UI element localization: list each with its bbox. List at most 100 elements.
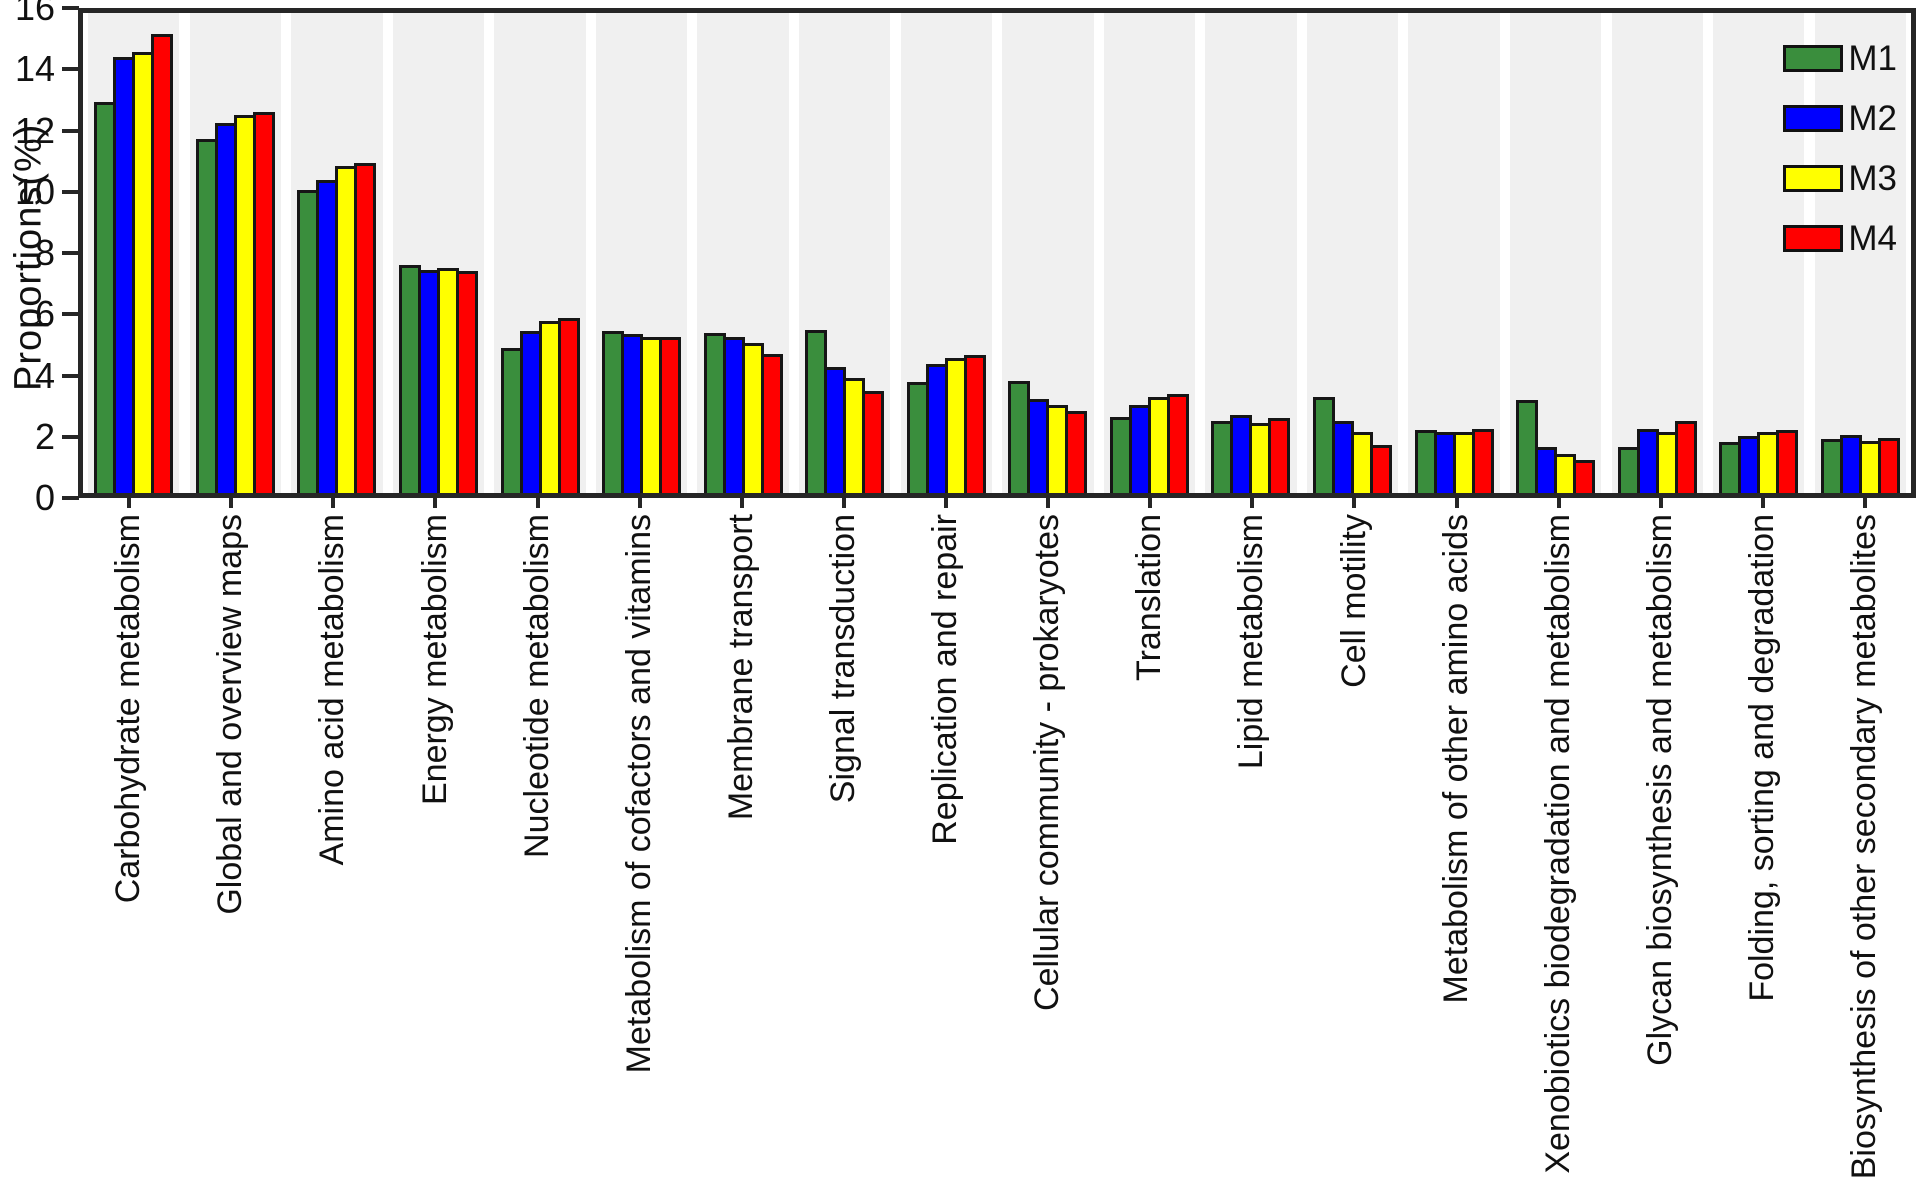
x-axis-label-text: Metabolism of other amino acids bbox=[1436, 514, 1475, 1004]
bar-m4 bbox=[151, 34, 174, 493]
m4-swatch bbox=[1783, 225, 1844, 252]
bar-group bbox=[896, 13, 998, 493]
bar-m4 bbox=[1674, 421, 1697, 493]
y-tick-label: 6 bbox=[34, 293, 55, 335]
y-tick-label: 14 bbox=[14, 48, 55, 90]
bar-m4 bbox=[1573, 460, 1596, 493]
bar-group bbox=[1606, 13, 1708, 493]
x-axis-label: Energy metabolism bbox=[384, 514, 486, 1138]
x-axis-label-text: Global and overview maps bbox=[211, 514, 250, 915]
x-axis-label: Cellular community - prokaryotes bbox=[997, 514, 1099, 1138]
x-axis-label-text: Translation bbox=[1130, 514, 1169, 681]
m3-swatch bbox=[1783, 165, 1844, 192]
bar-m4 bbox=[557, 317, 580, 493]
legend-item-m2: M2 bbox=[1783, 101, 1897, 136]
legend-label-m2: M2 bbox=[1848, 99, 1897, 138]
bar-group bbox=[1505, 13, 1607, 493]
y-tick-mark bbox=[62, 251, 79, 255]
x-axis-label: Biosynthesis of other secondary metaboli… bbox=[1814, 514, 1916, 1179]
x-axis-label: Translation bbox=[1099, 514, 1201, 1138]
x-axis-label: Cell motility bbox=[1303, 514, 1405, 1138]
x-axis-label: Amino acid metabolism bbox=[282, 514, 384, 1138]
bar-groups bbox=[83, 13, 1911, 493]
bar-group bbox=[692, 13, 794, 493]
bar-m4 bbox=[862, 391, 885, 493]
legend-item-m4: M4 bbox=[1783, 221, 1897, 256]
x-axis-label-text: Folding, sorting and degradation bbox=[1742, 514, 1781, 1002]
bar-m4 bbox=[1471, 428, 1494, 493]
bar-group bbox=[83, 13, 185, 493]
x-tick-mark bbox=[1556, 498, 1561, 508]
x-axis-label-text: Biosynthesis of other secondary metaboli… bbox=[1845, 514, 1884, 1179]
group-background-band bbox=[1205, 13, 1297, 493]
bar-group bbox=[794, 13, 896, 493]
bar-group bbox=[997, 13, 1099, 493]
legend-item-m1: M1 bbox=[1783, 41, 1897, 76]
x-tick-mark bbox=[1454, 498, 1459, 508]
bar-m4 bbox=[354, 163, 377, 493]
y-tick-label: 8 bbox=[34, 232, 55, 273]
x-axis-label-text: Cellular community - prokaryotes bbox=[1028, 514, 1067, 1011]
x-tick-mark bbox=[433, 498, 438, 508]
group-background-band bbox=[1814, 13, 1907, 493]
x-axis-label-text: Signal transduction bbox=[823, 514, 862, 804]
x-axis-label: Metabolism of other amino acids bbox=[1405, 514, 1507, 1138]
y-tick-mark bbox=[62, 128, 79, 133]
bar-m4 bbox=[963, 355, 986, 493]
m1-swatch bbox=[1783, 45, 1844, 72]
x-tick-mark bbox=[1862, 498, 1867, 508]
legend-label-m3: M3 bbox=[1848, 159, 1897, 198]
legend-label-m4: M4 bbox=[1848, 219, 1897, 258]
x-tick-mark bbox=[331, 498, 336, 508]
x-axis-label-text: Carbohydrate metabolism bbox=[109, 514, 148, 904]
x-tick-mark bbox=[739, 498, 744, 508]
bar-group bbox=[388, 13, 490, 493]
x-axis-label-text: Xenobiotics biodegradation and metabolis… bbox=[1538, 514, 1577, 1174]
y-tick-mark bbox=[62, 373, 79, 378]
x-axis-label: Xenobiotics biodegradation and metabolis… bbox=[1508, 514, 1610, 1174]
x-axis-label-text: Lipid metabolism bbox=[1232, 514, 1271, 770]
x-tick-mark bbox=[535, 498, 540, 508]
x-axis-label-text: Amino acid metabolism bbox=[313, 514, 352, 866]
bar-group bbox=[1200, 13, 1302, 493]
x-tick-mark bbox=[1760, 498, 1765, 508]
bar-group bbox=[1810, 13, 1912, 493]
bar-group bbox=[489, 13, 591, 493]
bar-m4 bbox=[252, 112, 275, 493]
x-axis-label: Membrane transport bbox=[691, 514, 793, 1138]
x-tick-mark bbox=[1148, 498, 1153, 508]
bar-group bbox=[1708, 13, 1810, 493]
bar-group bbox=[591, 13, 693, 493]
x-axis-label: Folding, sorting and degradation bbox=[1712, 514, 1814, 1138]
x-axis-label: Metabolism of cofactors and vitamins bbox=[589, 514, 691, 1138]
bar-m4 bbox=[659, 337, 682, 493]
plot-area: M1 M2 M3 M4 bbox=[78, 8, 1916, 498]
x-axis-label: Replication and repair bbox=[895, 514, 997, 1138]
y-tick-mark bbox=[62, 189, 79, 194]
y-tick-label: 10 bbox=[14, 170, 55, 212]
y-tick-mark bbox=[62, 312, 79, 317]
x-axis-label: Lipid metabolism bbox=[1201, 514, 1303, 1138]
group-background-band bbox=[1611, 13, 1703, 493]
x-axis-label-text: Energy metabolism bbox=[415, 514, 454, 806]
x-axis-label: Glycan biosynthesis and metabolism bbox=[1610, 514, 1712, 1138]
bar-m4 bbox=[1877, 437, 1900, 493]
x-tick-mark bbox=[1658, 498, 1663, 508]
y-tick-mark bbox=[62, 434, 79, 439]
x-axis-label-text: Nucleotide metabolism bbox=[517, 514, 556, 858]
bar-m4 bbox=[760, 353, 783, 493]
x-axis-label: Signal transduction bbox=[793, 514, 895, 1138]
y-tick-label: 2 bbox=[34, 415, 55, 457]
x-tick-mark bbox=[229, 498, 234, 508]
x-tick-mark bbox=[1352, 498, 1357, 508]
x-axis-label-text: Metabolism of cofactors and vitamins bbox=[619, 514, 658, 1074]
bar-group bbox=[1099, 13, 1201, 493]
bar-m4 bbox=[1268, 418, 1291, 493]
bar-group bbox=[1403, 13, 1505, 493]
legend: M1 M2 M3 M4 bbox=[1783, 41, 1897, 256]
x-tick-mark bbox=[1250, 498, 1255, 508]
bar-group bbox=[185, 13, 287, 493]
y-tick-label: 4 bbox=[34, 354, 55, 396]
x-axis-labels: Carbohydrate metabolism Global and overvi… bbox=[78, 514, 1916, 1179]
bar-m4 bbox=[455, 271, 478, 493]
